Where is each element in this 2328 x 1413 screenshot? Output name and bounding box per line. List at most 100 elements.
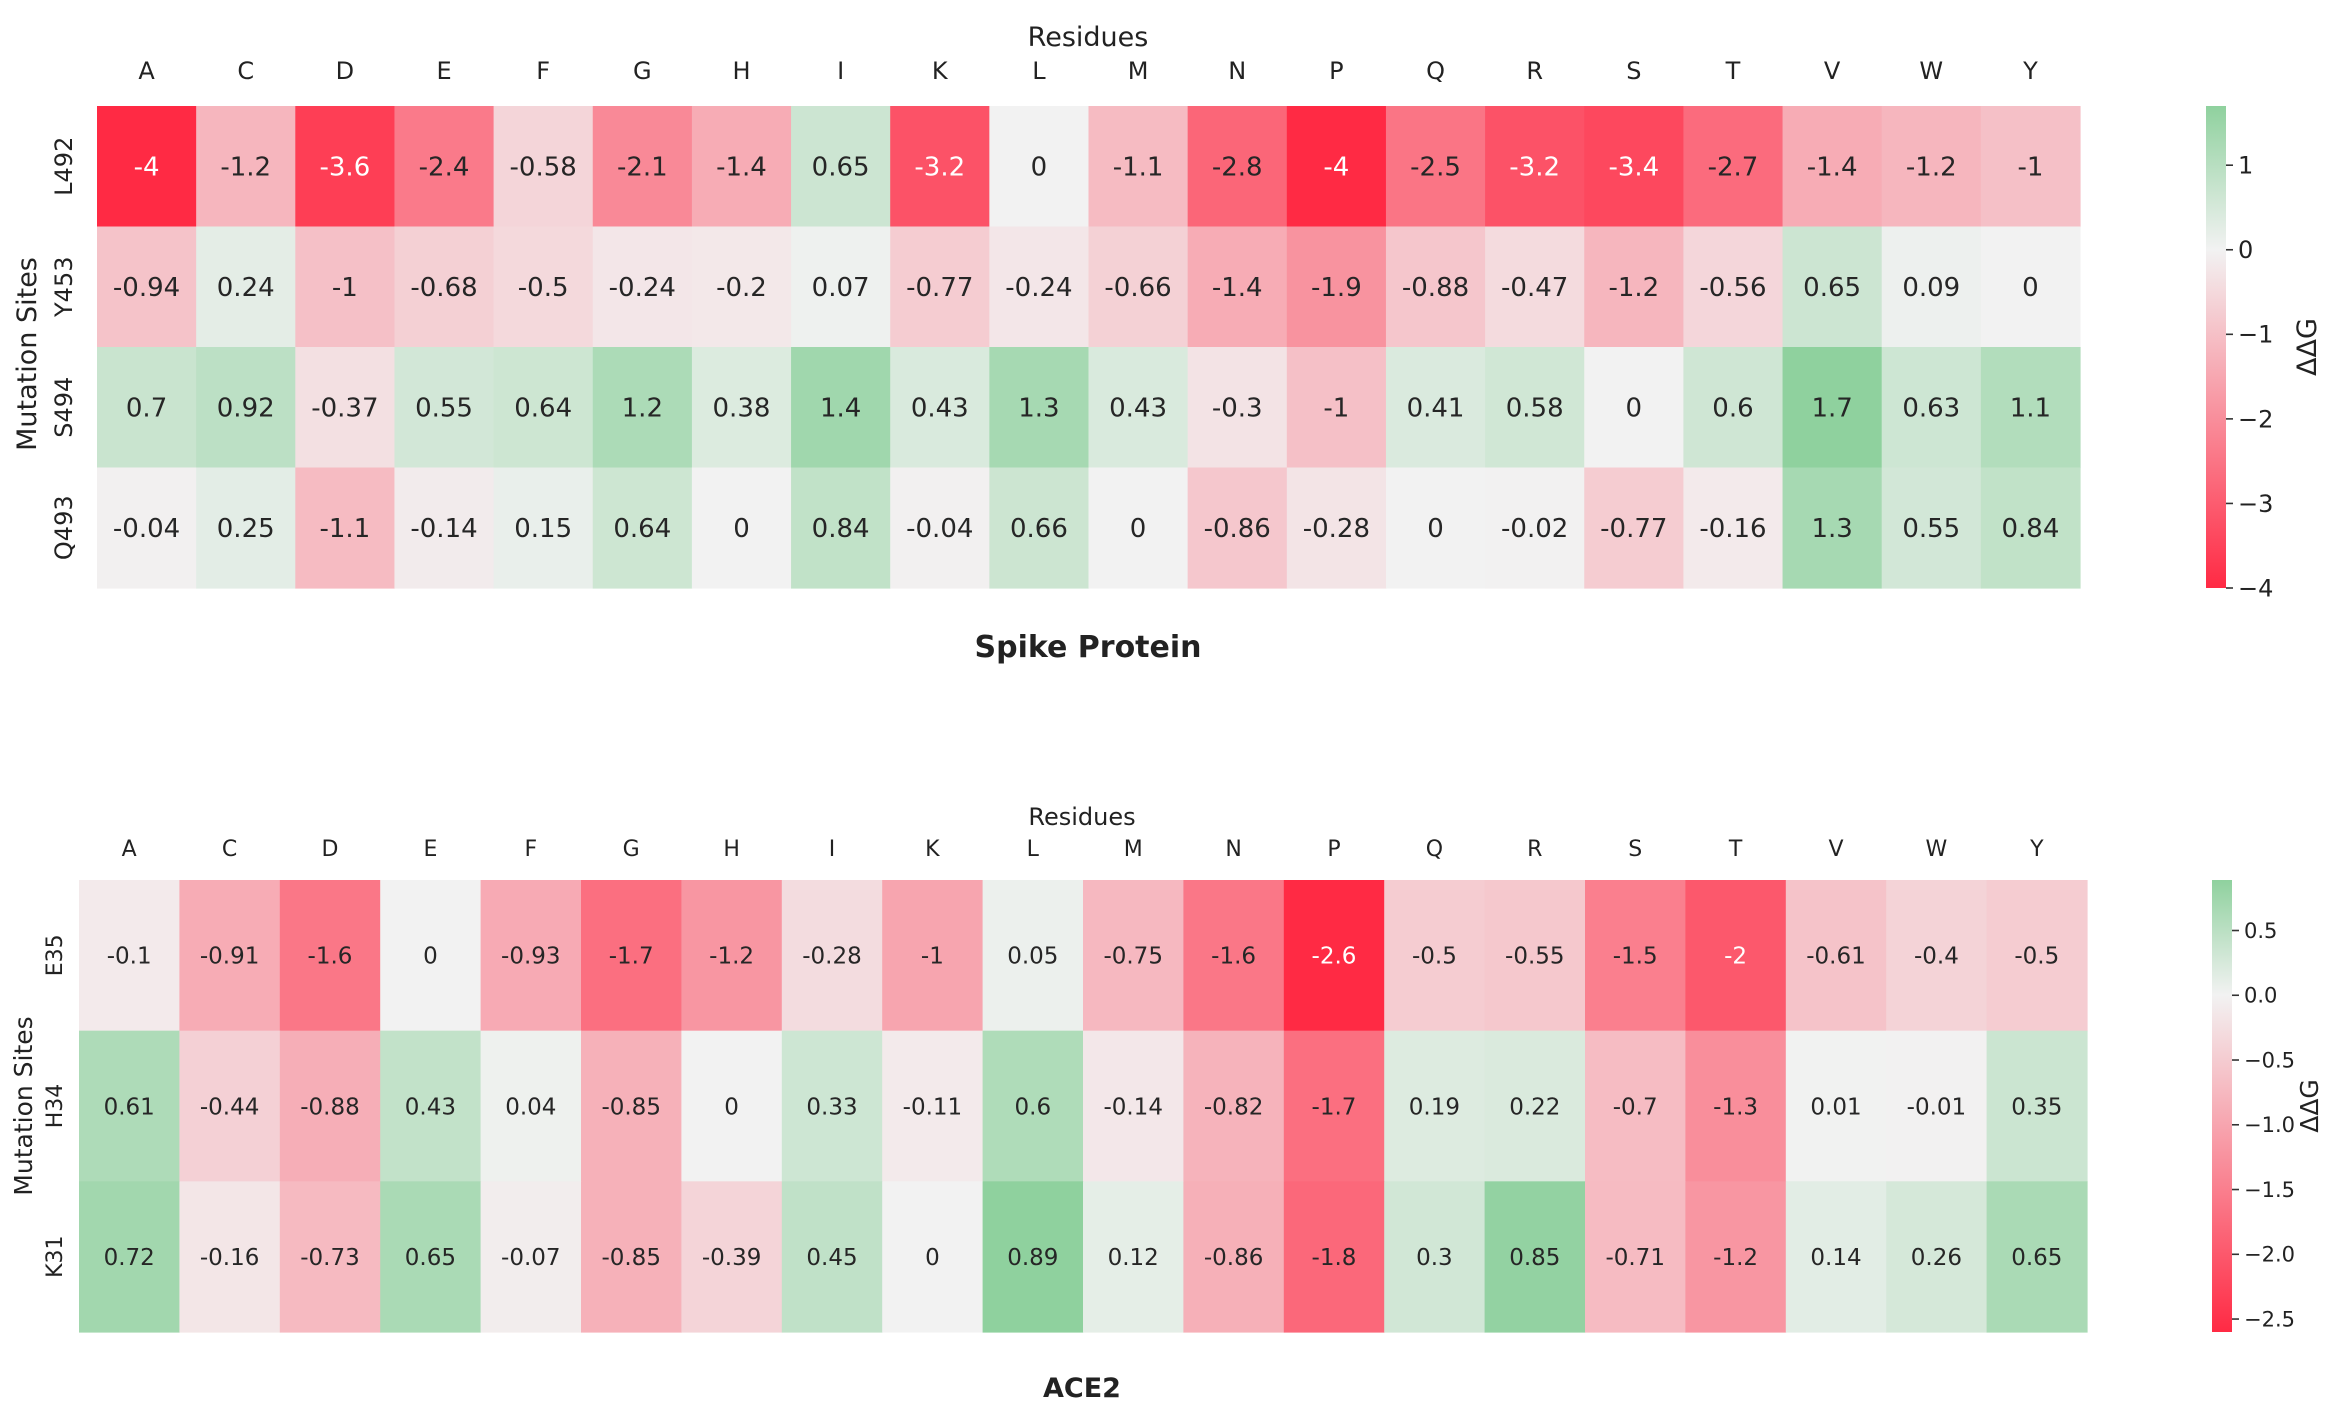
cell-value-label: 0	[733, 514, 750, 544]
x-tick-label: P	[1329, 57, 1343, 85]
x-tick-label: P	[1327, 837, 1340, 862]
cell-value-label: 0	[925, 1245, 940, 1271]
heatmap-cell	[1881, 467, 1982, 589]
colorbar-tick-label: 0	[2238, 236, 2253, 264]
cell-value-label: 0	[1130, 514, 1147, 544]
x-tick-label: C	[222, 837, 237, 862]
colorbar-label: ΔΔG	[2295, 1079, 2324, 1133]
cell-value-label: -0.85	[601, 1245, 661, 1271]
cell-value-label: 0.43	[1109, 394, 1167, 424]
ace2-cells: -0.1 -0.91 -1.6 0 -0.93 -1.7 -1.2 -0.28 -1 0.05 -0…	[79, 880, 2088, 1333]
heatmap-cell	[196, 106, 296, 228]
heatmap-cell	[79, 1030, 180, 1182]
heatmap-cell	[480, 1030, 582, 1182]
heatmap-cell	[295, 226, 396, 348]
heatmap-cell	[480, 880, 582, 1032]
cell-value-label: -0.82	[1204, 1094, 1264, 1120]
cell-value-label: 0.6	[1712, 394, 1753, 424]
cell-value-label: -3.6	[320, 153, 371, 183]
heatmap-cell	[691, 347, 792, 469]
cell-value-label: 0.15	[514, 514, 572, 544]
heatmap-cell	[1980, 347, 2081, 469]
heatmap-cell	[1286, 347, 1387, 469]
heatmap-cell	[1685, 1181, 1787, 1333]
cell-value-label: -0.4	[1914, 944, 1959, 970]
x-tick-label: S	[1628, 837, 1642, 862]
heatmap-cell	[493, 106, 594, 228]
x-tick-label: E	[436, 57, 451, 85]
heatmap-cell	[592, 347, 693, 469]
heatmap-cell	[1484, 880, 1586, 1032]
heatmap-cell	[97, 467, 197, 589]
cell-value-label: -1.6	[1211, 944, 1256, 970]
x-tick-label: V	[1824, 57, 1841, 85]
heatmap-cell	[982, 880, 1084, 1032]
cell-value-label: -3.2	[914, 153, 965, 183]
cell-value-label: -1.4	[716, 153, 767, 183]
x-tick-label: N	[1225, 837, 1241, 862]
cell-value-label: -1.7	[1312, 1094, 1357, 1120]
x-tick-label: M	[1124, 837, 1143, 862]
heatmap-cell	[1083, 880, 1184, 1032]
cell-value-label: -1.4	[1212, 273, 1263, 303]
heatmap-cell	[1187, 106, 1288, 228]
cell-value-label: -0.04	[113, 514, 180, 544]
cell-value-label: 0.43	[405, 1094, 456, 1120]
cell-value-label: -2.6	[1312, 944, 1357, 970]
cell-value-label: -0.5	[2014, 944, 2059, 970]
heatmap-cell	[1881, 226, 1982, 348]
heatmap-cell	[1683, 226, 1784, 348]
cell-value-label: 0.45	[806, 1245, 857, 1271]
heatmap-cell	[196, 347, 296, 469]
heatmap-cell	[890, 226, 990, 348]
cell-value-label: -1.6	[308, 944, 353, 970]
spike-y-tick-labels: L492 Y453 S494 Q493	[50, 137, 78, 560]
cell-value-label: 0.64	[514, 394, 572, 424]
cell-value-label: -0.77	[906, 273, 973, 303]
cell-value-label: -1	[1323, 394, 1349, 424]
cell-value-label: -0.7	[1613, 1094, 1658, 1120]
cell-value-label: -0.24	[609, 273, 676, 303]
heatmap-cell	[1782, 106, 1883, 228]
colorbar-gradient	[2206, 106, 2226, 588]
heatmap-cell	[1088, 226, 1189, 348]
cell-value-label: 0.55	[415, 394, 473, 424]
heatmap-cell	[295, 467, 396, 589]
y-tick-label: Y453	[50, 257, 78, 318]
cell-value-label: 0	[423, 944, 438, 970]
heatmap-cell	[1385, 226, 1486, 348]
heatmap-cell	[1283, 1030, 1385, 1182]
cell-value-label: -0.58	[510, 153, 577, 183]
cell-value-label: -2.8	[1212, 153, 1263, 183]
x-tick-label: Q	[1426, 837, 1443, 862]
heatmap-cell	[394, 467, 495, 589]
heatmap-cell	[1286, 106, 1387, 228]
heatmap-cell	[890, 106, 990, 228]
colorbar-tick-label: −2.5	[2244, 1307, 2295, 1331]
x-tick-label: E	[423, 837, 437, 862]
heatmap-cell	[1384, 1181, 1486, 1333]
cell-value-label: -1.4	[1807, 153, 1858, 183]
heatmap-cell	[480, 1181, 582, 1333]
colorbar-tick-label: −1	[2238, 321, 2273, 349]
heatmap-cell	[890, 347, 990, 469]
heatmap-cell	[1385, 347, 1486, 469]
heatmap-cell	[279, 1030, 381, 1182]
cell-value-label: -2.5	[1410, 153, 1461, 183]
cell-value-label: 0.24	[217, 273, 275, 303]
cell-value-label: -0.16	[1699, 514, 1766, 544]
heatmap-cell	[179, 880, 281, 1032]
heatmap-cell	[1782, 467, 1883, 589]
cell-value-label: -0.01	[1907, 1094, 1967, 1120]
heatmap-cell	[1385, 106, 1486, 228]
colorbar-tick-label: −0.5	[2244, 1048, 2295, 1072]
heatmap-cell	[581, 1181, 682, 1333]
heatmap-cell	[1384, 880, 1486, 1032]
heatmap-cell	[1782, 347, 1883, 469]
heatmap-cell	[1683, 467, 1784, 589]
heatmap-cell	[1785, 880, 1887, 1032]
cell-value-label: -0.86	[1204, 1245, 1264, 1271]
cell-value-label: 0	[1031, 153, 1048, 183]
heatmap-cell	[681, 880, 783, 1032]
cell-value-label: 0.6	[1015, 1094, 1052, 1120]
